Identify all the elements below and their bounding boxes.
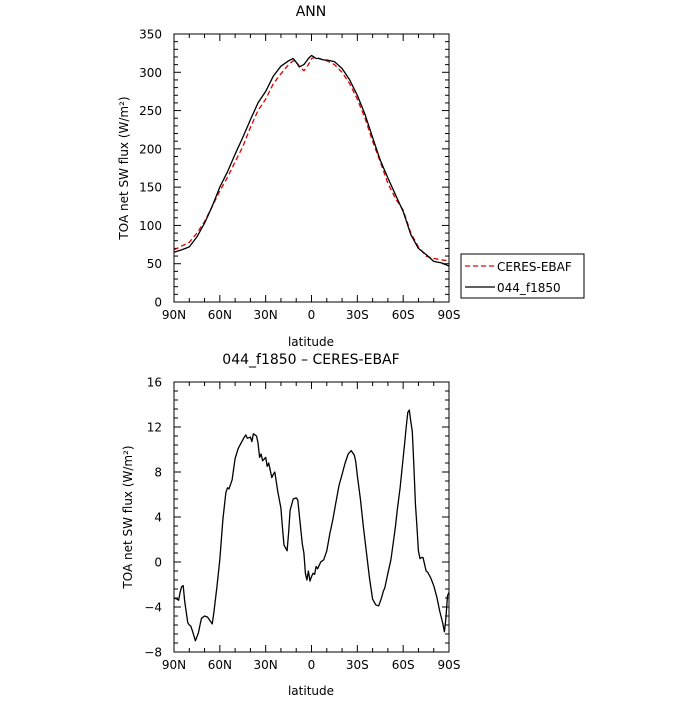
bottom-ytick-label: 12 (147, 421, 162, 435)
top-ytick-label: 350 (139, 28, 162, 42)
top-ytick-label: 300 (139, 66, 162, 80)
top-ytick-label: 200 (139, 142, 162, 156)
top-ticks: 90N 60N 30N 0 30S 60S 90S 0 50 100 150 200 250 300 350 (139, 28, 460, 323)
top-xtick-label: 60N (208, 308, 232, 322)
bottom-ticks: 90N 60N 30N 0 30S 60S 90S −8 −4 0 4 8 12 16 (144, 376, 460, 673)
top-x-axis-label: latitude (288, 335, 334, 349)
top-chart-title: ANN (296, 4, 327, 20)
top-ytick-label: 250 (139, 104, 162, 118)
bottom-xtick-label: 0 (308, 658, 316, 672)
bottom-x-axis-label: latitude (288, 684, 334, 698)
bottom-xtick-label: 60S (392, 658, 415, 672)
top-ytick-label: 50 (147, 257, 162, 271)
top-xtick-label: 0 (308, 308, 316, 322)
top-plot-frame (173, 33, 450, 303)
top-xtick-label: 90S (438, 308, 461, 322)
bottom-xtick-label: 60N (208, 658, 232, 672)
bottom-ytick-label: −4 (144, 601, 162, 615)
bottom-y-axis-label: TOA net SW flux (W/m²) (121, 445, 135, 589)
bottom-xtick-label: 90S (438, 658, 461, 672)
legend-label-ceres: CERES-EBAF (497, 260, 572, 274)
bottom-ytick-label: −8 (144, 646, 162, 660)
top-ytick-label: 0 (154, 296, 162, 310)
top-series-line-ceres-ebaf (173, 56, 450, 262)
bottom-panel: 044_f1850 – CERES-EBAF 90N 60N 30N 0 30S 60S 9… (121, 352, 460, 698)
legend-label-model: 044_f1850 (497, 281, 561, 295)
top-ytick-label: 100 (139, 219, 162, 233)
bottom-series-line-0 (173, 409, 450, 642)
bottom-ytick-label: 0 (154, 556, 162, 570)
bottom-ytick-label: 16 (147, 376, 162, 390)
bottom-chart-title: 044_f1850 – CERES-EBAF (222, 352, 399, 368)
top-xtick-label: 60S (392, 308, 415, 322)
top-ytick-label: 150 (139, 181, 162, 195)
top-series-lines (173, 54, 450, 267)
bottom-ytick-label: 8 (154, 466, 162, 480)
legend: CERES-EBAF 044_f1850 (460, 253, 585, 299)
bottom-plot-frame (173, 381, 450, 653)
top-xtick-label: 30N (254, 308, 278, 322)
top-xtick-label: 90N (162, 308, 186, 322)
top-series-line-044-f1850 (173, 54, 450, 267)
bottom-ytick-label: 4 (154, 511, 162, 525)
bottom-xtick-label: 30S (346, 658, 369, 672)
bottom-series-lines (173, 409, 450, 642)
legend-box (460, 253, 585, 299)
bottom-xtick-label: 90N (162, 658, 186, 672)
top-xtick-label: 30S (346, 308, 369, 322)
top-panel: ANN 90N 60N 30N 0 30S 60S 90S 0 50 100 150 200 250 30… (117, 4, 460, 349)
top-y-axis-label: TOA net SW flux (W/m²) (117, 96, 131, 240)
bottom-xtick-label: 30N (254, 658, 278, 672)
